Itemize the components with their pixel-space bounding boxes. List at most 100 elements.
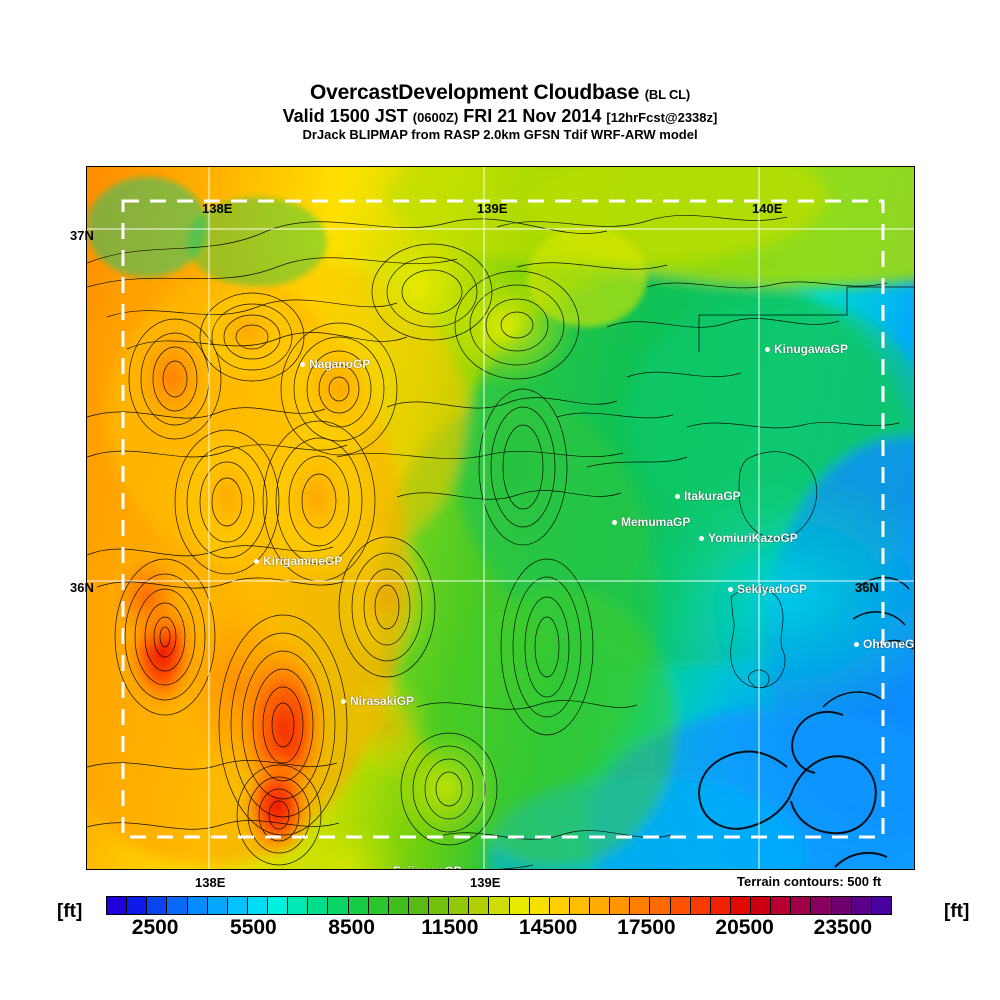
station-marker[interactable]: SekiyadoGP: [728, 582, 807, 596]
valid-date: FRI 21 Nov 2014: [463, 106, 602, 127]
colorbar-cell[interactable]: [831, 897, 852, 914]
colorbar-cell[interactable]: [288, 897, 309, 914]
colorbar-strip[interactable]: [106, 896, 892, 915]
station-marker[interactable]: KinugawaGP: [765, 342, 848, 356]
colorbar-cell[interactable]: [529, 897, 550, 914]
colorbar-cell[interactable]: [107, 897, 128, 914]
station-dot-icon: [384, 868, 389, 869]
colorbar-cell[interactable]: [730, 897, 751, 914]
lat-label-36n-right: 36N: [855, 580, 879, 595]
colorbar-cell[interactable]: [549, 897, 570, 914]
station-marker[interactable]: ItakuraGP: [675, 489, 741, 503]
station-marker[interactable]: YomiuriKazoGP: [699, 531, 798, 545]
station-dot-icon: [699, 535, 704, 541]
lon-label-138e-top: 138E: [202, 201, 233, 216]
colorbar-tick-label: 20500: [715, 916, 774, 939]
colorbar-cell[interactable]: [851, 897, 872, 914]
map-frame[interactable]: NaganoGP KinugawaGP ItakuraGP MemumaGP Yomiu…: [86, 166, 915, 870]
colorbar-cell[interactable]: [388, 897, 409, 914]
colorbar-cell[interactable]: [690, 897, 711, 914]
colorbar-cell[interactable]: [167, 897, 188, 914]
terrain-contours: [87, 215, 914, 869]
station-label: KirigamineGP: [263, 554, 343, 568]
colorbar-cell[interactable]: [670, 897, 691, 914]
colorbar-cell[interactable]: [207, 897, 228, 914]
colorbar-cell[interactable]: [187, 897, 208, 914]
lon-label-140e-top: 140E: [752, 201, 783, 216]
valid-time-utc: (0600Z): [412, 110, 459, 126]
colorbar-cell[interactable]: [710, 897, 731, 914]
station-label: KinugawaGP: [774, 342, 849, 356]
colorbar-cell[interactable]: [268, 897, 289, 914]
colorbar-tick-label: 17500: [617, 916, 676, 939]
station-dot-icon: [854, 641, 859, 647]
colorbar-cell[interactable]: [811, 897, 832, 914]
chart-title-main: OvercastDevelopment Cloudbase: [309, 81, 640, 104]
colorbar-tick-label: 14500: [518, 916, 578, 939]
colorbar[interactable]: [ft] 2500 5500 8500 11500 14500 17500 20500 235…: [0, 895, 1000, 945]
station-layer: NaganoGP KinugawaGP ItakuraGP MemumaGP Yomiu…: [87, 167, 914, 869]
colorbar-cell[interactable]: [147, 897, 168, 914]
station-marker[interactable]: FujigawaGP: [384, 864, 462, 869]
colorbar-cell[interactable]: [569, 897, 590, 914]
colorbar-cell[interactable]: [610, 897, 631, 914]
colorbar-tick-label: 2500: [131, 916, 179, 939]
colorbar-cell[interactable]: [328, 897, 349, 914]
colorbar-tick-label: 11500: [421, 916, 479, 939]
colorbar-tick-labels: 2500 5500 8500 11500 14500 17500 20500 23500: [106, 916, 892, 944]
station-label: MemumaGP: [621, 515, 691, 529]
station-dot-icon: [341, 698, 346, 704]
colorbar-cell[interactable]: [429, 897, 450, 914]
graticule-solid: [87, 167, 914, 869]
colorbar-cell[interactable]: [227, 897, 248, 914]
station-marker[interactable]: NirasakiGP: [341, 694, 414, 708]
chart-title-suffix: (BL CL): [644, 87, 691, 102]
lon-label-138e-bottom: 138E: [195, 875, 226, 890]
colorbar-tick-label: 8500: [328, 916, 375, 939]
colorbar-cell[interactable]: [368, 897, 389, 914]
high-terrain-cores: [87, 177, 647, 869]
station-marker[interactable]: NaganoGP: [300, 357, 370, 371]
lat-label-37n-left: 37N: [70, 228, 94, 243]
colorbar-cell[interactable]: [489, 897, 510, 914]
colorbar-cell[interactable]: [348, 897, 369, 914]
colorbar-cell[interactable]: [469, 897, 490, 914]
station-marker[interactable]: MemumaGP: [612, 515, 690, 529]
domain-box-dashed: [121, 199, 885, 839]
station-marker[interactable]: OhtoneGP: [854, 637, 915, 651]
colorbar-cell[interactable]: [871, 897, 891, 914]
station-dot-icon: [300, 361, 305, 367]
station-dot-icon: [728, 586, 733, 592]
station-marker[interactable]: KirigamineGP: [254, 554, 342, 568]
colorbar-cell[interactable]: [408, 897, 429, 914]
station-label: NirasakiGP: [350, 694, 415, 708]
terrain-contour-note: Terrain contours: 500 ft: [737, 874, 882, 889]
graticule-label-layer: 138E 139E 140E: [87, 167, 914, 869]
station-label: OhtoneGP: [863, 637, 915, 651]
forecast-tag: [12hrFcst@2338z]: [606, 110, 718, 126]
station-label: YomiuriKazoGP: [708, 531, 798, 545]
lat-label-36n-left: 36N: [70, 580, 94, 595]
colorbar-unit-left: [ft]: [57, 901, 83, 922]
colorbar-tick-label: 23500: [813, 916, 873, 939]
colorbar-cell[interactable]: [771, 897, 792, 914]
station-label: FujigawaGP: [393, 864, 462, 869]
chart-source-line: DrJack BLIPMAP from RASP 2.0km GFSN Tdif…: [302, 126, 698, 142]
colorbar-cell[interactable]: [127, 897, 148, 914]
colorbar-tick-label: 5500: [230, 916, 277, 939]
colorbar-cell[interactable]: [590, 897, 611, 914]
station-dot-icon: [675, 493, 680, 499]
colorbar-cell[interactable]: [630, 897, 651, 914]
chart-title: OvercastDevelopment Cloudbase (BL CL): [0, 81, 1000, 104]
colorbar-cell[interactable]: [509, 897, 530, 914]
station-label: NaganoGP: [309, 357, 371, 371]
colorbar-cell[interactable]: [751, 897, 772, 914]
colorbar-cell[interactable]: [247, 897, 268, 914]
colorbar-cell[interactable]: [650, 897, 671, 914]
colorbar-cell[interactable]: [308, 897, 329, 914]
station-dot-icon: [612, 519, 617, 525]
lon-label-139e-top: 139E: [477, 201, 508, 216]
colorbar-cell[interactable]: [791, 897, 812, 914]
station-label: SekiyadoGP: [737, 582, 808, 596]
colorbar-cell[interactable]: [449, 897, 470, 914]
